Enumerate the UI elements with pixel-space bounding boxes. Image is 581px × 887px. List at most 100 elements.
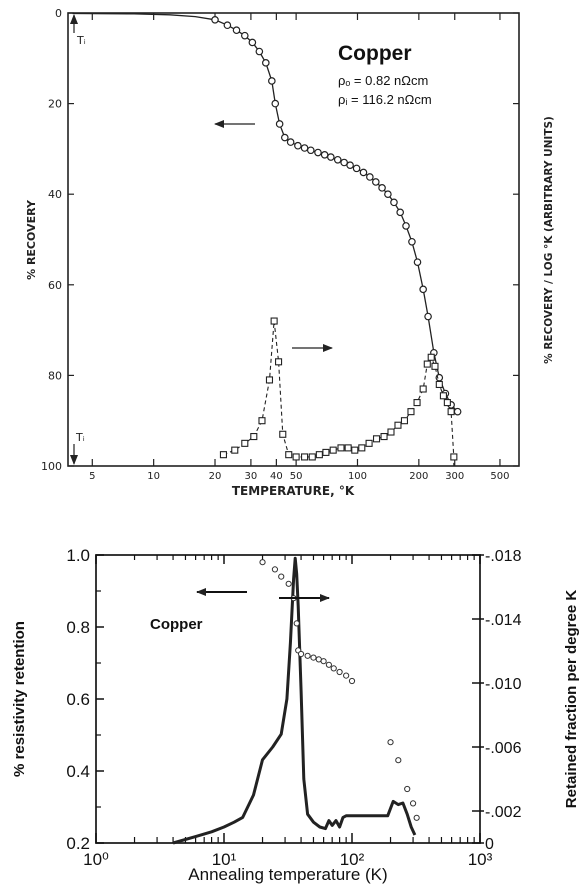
retention-point — [297, 650, 305, 658]
retention-point — [325, 661, 333, 668]
retention-point — [330, 665, 337, 672]
recovery-point — [402, 222, 410, 230]
retention-point — [348, 677, 356, 685]
bottom-y-tick-label: 0.4 — [66, 762, 90, 781]
bottom-copper-label: Copper — [150, 616, 203, 633]
bottom-y-axis-label: % resistivity retention — [11, 621, 28, 777]
recovery-point — [294, 141, 302, 150]
top-series — [72, 12, 462, 466]
derivative-point — [372, 435, 381, 443]
derivative-point — [275, 358, 283, 366]
bottom-series — [172, 556, 420, 845]
derivative-point — [423, 360, 431, 368]
top-y-tick-label: 40 — [48, 188, 62, 201]
derivative-point — [450, 453, 458, 461]
recovery-point — [275, 120, 284, 128]
top-plot-frame — [67, 12, 520, 467]
recovery-point — [300, 144, 309, 152]
recovery-point — [211, 15, 219, 24]
top-x-tick-label: 10 — [147, 471, 160, 482]
derivative-curve — [223, 320, 455, 466]
bottom-x-tick-label: 10¹ — [212, 850, 237, 869]
retention-point — [285, 580, 292, 587]
derivative-point — [447, 408, 455, 416]
recovery-point — [453, 407, 462, 416]
recovery-point — [366, 173, 374, 181]
derivative-point — [231, 446, 239, 454]
derivative-point — [365, 439, 373, 447]
bottom-y2-tick-label: -.010 — [485, 676, 522, 693]
top-y-tick-label: 60 — [48, 279, 62, 292]
bottom-x-ticks: 10⁰ 10¹ 10² 10³ — [83, 555, 493, 869]
derivative-point — [308, 453, 316, 461]
retention-point — [320, 658, 327, 665]
derivative-point — [427, 353, 435, 361]
derivative-point — [258, 417, 266, 425]
recovery-point — [372, 178, 380, 186]
recovery-point — [390, 198, 398, 207]
bottom-y2-tick-label: -.018 — [485, 548, 522, 565]
bottom-y-tick-label: 1.0 — [66, 546, 90, 565]
recovery-point — [327, 153, 335, 161]
bottom-y-tick-label: 0.6 — [66, 690, 90, 709]
derivative-point — [270, 317, 278, 325]
recovery-point — [333, 155, 342, 164]
top-y-ticks: 0 20 40 60 80 100 — [41, 7, 519, 473]
recovery-point — [223, 21, 232, 30]
top-y-tick-label: 100 — [41, 460, 62, 473]
top-y-tick-label: 20 — [48, 98, 62, 111]
bottom-y2-tick-label: -.006 — [485, 740, 522, 757]
derivative-point — [387, 428, 395, 436]
derivative-point — [337, 444, 345, 452]
recovery-point — [306, 146, 315, 155]
retained-fraction-curve — [172, 556, 417, 845]
retention-point — [409, 800, 417, 807]
derivative-point — [322, 448, 330, 456]
top-chart: 0 20 40 60 80 100 5 10 20 30 40 50 100 200 300 500 Cop… — [25, 7, 555, 498]
derivative-point — [241, 439, 249, 447]
derivative-point — [329, 446, 337, 454]
recovery-point — [352, 164, 361, 173]
retention-point — [343, 672, 350, 679]
derivative-point — [358, 444, 366, 452]
top-y-tick-label: 80 — [48, 369, 62, 382]
top-x-tick-label: 40 — [270, 471, 283, 482]
bottom-y-tick-label: 0.2 — [66, 834, 90, 853]
derivative-point — [250, 433, 258, 441]
bottom-x-tick-label: 10² — [340, 850, 365, 869]
bottom-y2-tick-label: -.014 — [485, 612, 522, 629]
recovery-point — [232, 26, 241, 35]
retention-point — [310, 654, 317, 661]
recovery-point — [314, 148, 322, 157]
derivative-point — [435, 380, 443, 389]
retention-point — [271, 566, 279, 573]
recovery-point — [413, 258, 422, 266]
retention-point — [259, 559, 266, 566]
top-y-axis-label: % RECOVERY — [25, 199, 38, 280]
bottom-x-tick-label: 10³ — [468, 850, 493, 869]
derivative-point — [394, 421, 402, 429]
bottom-x-tick-label: 10⁰ — [83, 850, 109, 869]
retention-point — [387, 739, 394, 746]
recovery-point — [271, 99, 280, 108]
recovery-point — [262, 59, 270, 67]
recovery-point — [419, 285, 427, 294]
derivative-point — [439, 392, 447, 400]
derivative-point — [419, 385, 427, 393]
top-x-tick-label: 100 — [348, 471, 367, 482]
retention-point — [404, 785, 411, 793]
recovery-point — [346, 161, 354, 170]
bottom-ti-label: Tᵢ — [75, 431, 85, 444]
bottom-y2-axis-label: Retained fraction per degree K — [563, 590, 580, 809]
derivative-point — [431, 362, 439, 370]
bottom-y2-ticks: 0 -.002 -.006 -.010 -.014 -.018 — [472, 548, 522, 853]
derivative-point — [301, 453, 309, 461]
retention-point — [336, 668, 343, 676]
top-x-ticks: 5 10 20 30 40 50 100 200 300 500 — [89, 13, 510, 482]
derivative-point — [443, 399, 451, 407]
derivative-point — [315, 451, 323, 459]
derivative-point — [407, 408, 415, 416]
recovery-point — [384, 190, 392, 199]
derivative-point — [380, 433, 388, 441]
